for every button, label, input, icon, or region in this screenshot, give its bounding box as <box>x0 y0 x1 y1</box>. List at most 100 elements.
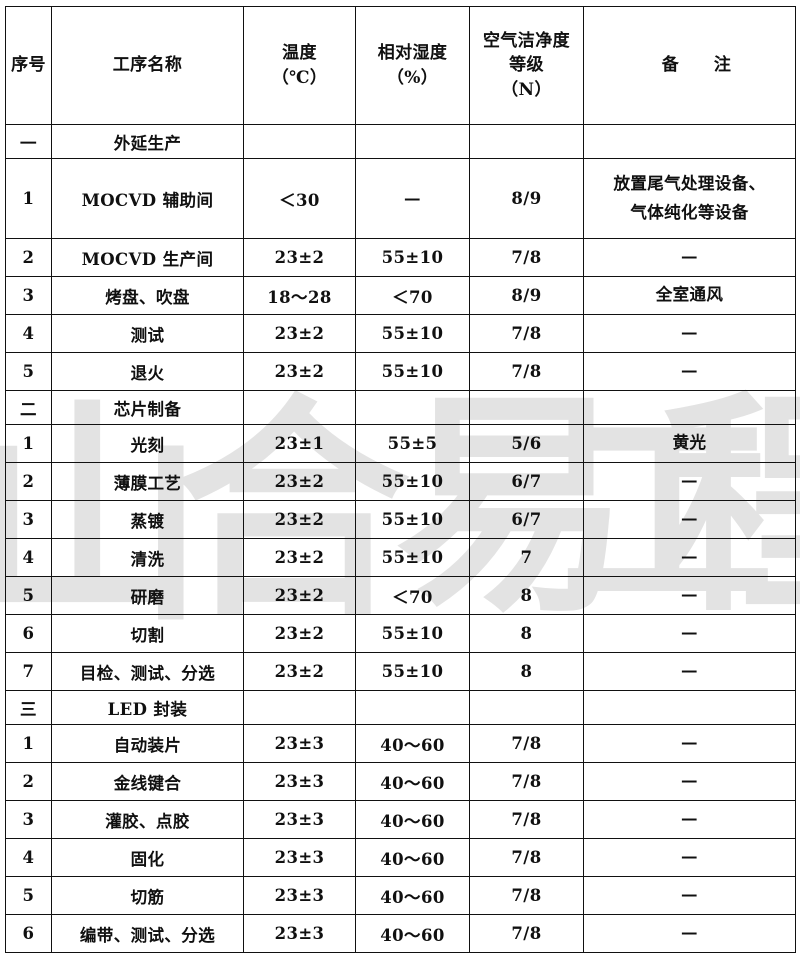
cell-temperature: 23±3 <box>243 724 356 763</box>
cell-remarks <box>583 390 796 425</box>
cell-remarks: 全室通风 <box>583 276 796 315</box>
cell-relative-humidity: — <box>355 158 470 239</box>
cell-process-name: 芯片制备 <box>51 390 244 425</box>
cell-remarks: — <box>583 652 796 691</box>
cell-process-name: 薄膜工艺 <box>51 462 244 501</box>
cell-remarks: — <box>583 614 796 653</box>
cell-cleanliness-class: 7/8 <box>469 314 584 353</box>
cell-process-name: 固化 <box>51 838 244 877</box>
cell-remarks: 黄光 <box>583 424 796 463</box>
cell-relative-humidity: 55±10 <box>355 314 470 353</box>
cell-cleanliness-class: 8 <box>469 614 584 653</box>
header-line: 等级 <box>509 55 544 76</box>
cell-cleanliness-class: 7/8 <box>469 838 584 877</box>
cell-process-name: 光刻 <box>51 424 244 463</box>
table-row: 5 退火 23±2 55±10 7/8— <box>5 352 796 391</box>
cell-temperature: 23±2 <box>243 614 356 653</box>
cell-sequence: 3 <box>5 500 52 539</box>
cell-sequence: 1 <box>5 724 52 763</box>
cell-process-name: 自动装片 <box>51 724 244 763</box>
cell-temperature: 23±2 <box>243 238 356 277</box>
table-row: 7 目检、测试、分选 23±2 55±10 8— <box>5 652 796 691</box>
cell-cleanliness-class: 7/8 <box>469 238 584 277</box>
column-header-air-cleanliness-class: 空气洁净度 等级 （N） <box>469 6 584 125</box>
column-header-sequence: 序号 <box>5 6 52 125</box>
cell-sequence: 3 <box>5 800 52 839</box>
column-header-relative-humidity: 相对湿度 （%） <box>355 6 470 125</box>
cell-process-name: LED 封装 <box>51 690 244 725</box>
cell-cleanliness-class: 8 <box>469 576 584 615</box>
cell-sequence: 3 <box>5 276 52 315</box>
cell-temperature: 23±1 <box>243 424 356 463</box>
cell-remarks: — <box>583 576 796 615</box>
cell-relative-humidity: 40～60 <box>355 724 470 763</box>
cell-temperature: 23±3 <box>243 876 356 915</box>
cell-relative-humidity: 55±5 <box>355 424 470 463</box>
cell-process-name: 退火 <box>51 352 244 391</box>
cell-remarks: — <box>583 462 796 501</box>
column-header-remarks: 备 注 <box>583 6 796 125</box>
cell-sequence: 三 <box>5 690 52 725</box>
cell-remarks: — <box>583 500 796 539</box>
cell-process-name: 测试 <box>51 314 244 353</box>
table-body: 一外延生产 1 MOCVD 辅助间 ＜30—8/9 放置尾气处理设备、 气体纯化等设备 2 M… <box>5 124 796 953</box>
table-section-row: 二芯片制备 <box>5 390 796 425</box>
column-header-process-name: 工序名称 <box>51 6 244 125</box>
cell-temperature <box>243 390 356 425</box>
header-line: 温度 <box>282 42 317 63</box>
cell-remarks: — <box>583 538 796 577</box>
cell-temperature: 23±3 <box>243 914 356 953</box>
cell-sequence: 一 <box>5 124 52 159</box>
cell-remarks: — <box>583 800 796 839</box>
cell-remarks: — <box>583 352 796 391</box>
cell-temperature <box>243 690 356 725</box>
cell-process-name: 烤盘、吹盘 <box>51 276 244 315</box>
cell-sequence: 5 <box>5 576 52 615</box>
cell-temperature: 23±2 <box>243 462 356 501</box>
cell-sequence: 5 <box>5 876 52 915</box>
table-section-row: 一外延生产 <box>5 124 796 159</box>
table-row: 3 烤盘、吹盘 18～28 ＜70 8/9 全室通风 <box>5 276 796 315</box>
cell-sequence: 7 <box>5 652 52 691</box>
cell-cleanliness-class: 8/9 <box>469 158 584 239</box>
cell-remarks: 放置尾气处理设备、 气体纯化等设备 <box>583 158 796 239</box>
cell-cleanliness-class: 6/7 <box>469 500 584 539</box>
cell-process-name: MOCVD 辅助间 <box>51 158 244 239</box>
cell-cleanliness-class: 5/6 <box>469 424 584 463</box>
cell-relative-humidity: ＜70 <box>355 576 470 615</box>
cell-temperature: ＜30 <box>243 158 356 239</box>
cell-process-name: 切割 <box>51 614 244 653</box>
cell-remarks: — <box>583 876 796 915</box>
cell-temperature: 23±3 <box>243 762 356 801</box>
cell-sequence: 4 <box>5 838 52 877</box>
cell-sequence: 2 <box>5 762 52 801</box>
cell-relative-humidity: 55±10 <box>355 614 470 653</box>
cell-process-name: 蒸镀 <box>51 500 244 539</box>
cell-relative-humidity: 55±10 <box>355 538 470 577</box>
cell-sequence: 1 <box>5 158 52 239</box>
cell-process-name: 清洗 <box>51 538 244 577</box>
header-line: 备 注 <box>661 55 732 76</box>
header-row: 序号 工序名称 温度 （℃） 相对湿度 （%） 空气洁净度 等级 （N） 备 注 <box>5 6 796 125</box>
cell-cleanliness-class: 7/8 <box>469 352 584 391</box>
cell-process-name: 目检、测试、分选 <box>51 652 244 691</box>
table-row: 4 测试 23±2 55±10 7/8— <box>5 314 796 353</box>
cell-relative-humidity: 55±10 <box>355 352 470 391</box>
cell-sequence: 5 <box>5 352 52 391</box>
table-header: 序号 工序名称 温度 （℃） 相对湿度 （%） 空气洁净度 等级 （N） 备 注 <box>5 6 796 125</box>
table-row: 3 蒸镀 23±2 55±10 6/7— <box>5 500 796 539</box>
cell-temperature: 23±2 <box>243 652 356 691</box>
table-row: 1 自动装片 23±3 40～60 7/8— <box>5 724 796 763</box>
header-line: （%） <box>386 67 439 88</box>
cell-relative-humidity: 40～60 <box>355 838 470 877</box>
header-line: 工序名称 <box>112 55 183 76</box>
cell-cleanliness-class <box>469 690 584 725</box>
cell-process-name: 外延生产 <box>51 124 244 159</box>
cell-temperature: 23±2 <box>243 314 356 353</box>
cell-sequence: 6 <box>5 614 52 653</box>
cell-relative-humidity: ＜70 <box>355 276 470 315</box>
cell-relative-humidity: 40～60 <box>355 762 470 801</box>
cell-temperature: 23±3 <box>243 800 356 839</box>
table-row: 1 MOCVD 辅助间 ＜30—8/9 放置尾气处理设备、 气体纯化等设备 <box>5 158 796 239</box>
cell-temperature: 23±2 <box>243 500 356 539</box>
